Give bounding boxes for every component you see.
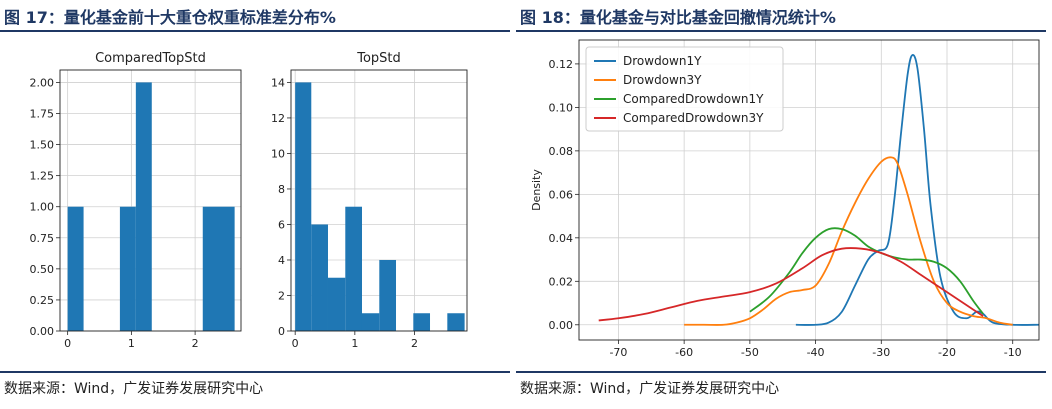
histogram-bar: [135, 82, 152, 331]
histogram-bar: [67, 206, 84, 331]
histogram-1-axes: 0 1 2 0.00 0.25 0.50 0.75 1.00 1.25 1.50 1.75 2.00 C…: [30, 51, 242, 350]
source-rule: [516, 371, 1046, 373]
figure-18-source: 数据来源：Wind，广发证券发展研究中心: [520, 381, 780, 397]
figure-17-title: 图 17：量化基金前十大重仓权重标准差分布%: [4, 8, 336, 27]
legend-label: ComparedDrowdown3Y: [623, 111, 764, 125]
y-tick-label: 0.00: [30, 325, 55, 338]
y-tick-label: 2: [278, 289, 285, 302]
legend-label: Drowdown3Y: [623, 73, 702, 87]
x-tick-label: -20: [938, 346, 956, 359]
y-tick-label: 1.00: [30, 201, 55, 214]
x-tick-label: -10: [1004, 346, 1022, 359]
y-tick-label: 10: [271, 147, 285, 160]
y-tick-label: 0.25: [30, 294, 55, 307]
subplot-title: ComparedTopStd: [95, 51, 206, 66]
y-tick-label: 4: [278, 254, 285, 267]
x-tick-label: -60: [675, 346, 693, 359]
right-figure: 图 18：量化基金与对比基金回撤情况统计% -70 -60 -50 -40 -30 -20…: [516, 0, 1052, 409]
y-tick-label: 14: [271, 76, 285, 89]
y-tick-label: 12: [271, 112, 285, 125]
title-rule: [0, 30, 510, 32]
legend-box: [585, 46, 784, 132]
subplot-title: TopStd: [356, 51, 401, 66]
x-tick-label: -70: [609, 346, 627, 359]
y-tick-label: 0.06: [549, 188, 574, 201]
x-tick-label: -40: [807, 346, 825, 359]
x-tick-label: -30: [872, 346, 890, 359]
figure-17-source: 数据来源：Wind，广发证券发展研究中心: [4, 381, 264, 397]
legend-label: Drowdown1Y: [623, 54, 702, 68]
histogram-bar: [379, 259, 397, 331]
series-line-compareddrowdown3y: [598, 247, 984, 322]
y-tick-label: 0: [278, 325, 285, 338]
x-tick-label: 2: [192, 337, 199, 350]
histogram-bar: [327, 277, 346, 331]
y-tick-label: 2.00: [30, 76, 55, 89]
x-tick-label: 2: [411, 337, 418, 350]
density-figure: -70 -60 -50 -40 -30 -20 -10 0.00 0.02 0.04 0.06 0.0…: [530, 39, 1040, 359]
plot-frame: [290, 69, 468, 332]
histogram-bar: [345, 206, 362, 331]
histogram-bar: [311, 224, 328, 331]
y-tick-label: 6: [278, 218, 285, 231]
source-rule: [0, 371, 510, 373]
y-tick-label: 1.50: [30, 139, 55, 152]
left-figure: 图 17：量化基金前十大重仓权重标准差分布% 0 1 2 0.00 0.25 0.50 0.…: [0, 0, 516, 409]
plot-frame: [59, 69, 242, 332]
histogram-bar: [447, 313, 465, 331]
histogram-figure: 0 1 20.000.250.500.751.001.251.501.752.00C…: [30, 51, 468, 350]
y-tick-label: 0.02: [549, 275, 574, 288]
series-line-drowdown1y: [795, 54, 1040, 326]
y-tick-label: 0.10: [549, 101, 574, 114]
y-axis-label: Density: [530, 169, 543, 211]
y-tick-label: 0.08: [549, 145, 574, 158]
histogram-bar: [202, 206, 235, 331]
histogram-bar: [119, 206, 136, 331]
histogram-bar: [361, 313, 380, 331]
figure-18-title: 图 18：量化基金与对比基金回撤情况统计%: [520, 8, 836, 27]
series-line-drowdown3y: [684, 156, 1013, 326]
histogram-bar: [413, 313, 431, 331]
legend-label: ComparedDrowdown1Y: [623, 92, 764, 106]
y-tick-label: 0.75: [30, 232, 55, 245]
x-tick-label: 0: [292, 337, 299, 350]
x-tick-label: 1: [128, 337, 135, 350]
histogram-bar: [295, 82, 312, 331]
x-tick-label: -50: [741, 346, 759, 359]
plot-frame: [578, 39, 1040, 341]
title-rule: [516, 30, 1046, 32]
y-tick-label: 1.75: [30, 108, 55, 121]
y-tick-label: 0.50: [30, 263, 55, 276]
x-tick-label: 0: [64, 337, 71, 350]
y-tick-label: 8: [278, 183, 285, 196]
y-tick-label: 0.00: [549, 319, 574, 332]
legend: Drowdown1Y Drowdown3Y ComparedDrowdown1Y Co…: [585, 46, 784, 132]
y-tick-label: 0.04: [549, 232, 574, 245]
y-tick-label: 1.25: [30, 170, 55, 183]
y-tick-label: 0.12: [549, 58, 574, 71]
x-tick-label: 1: [351, 337, 358, 350]
